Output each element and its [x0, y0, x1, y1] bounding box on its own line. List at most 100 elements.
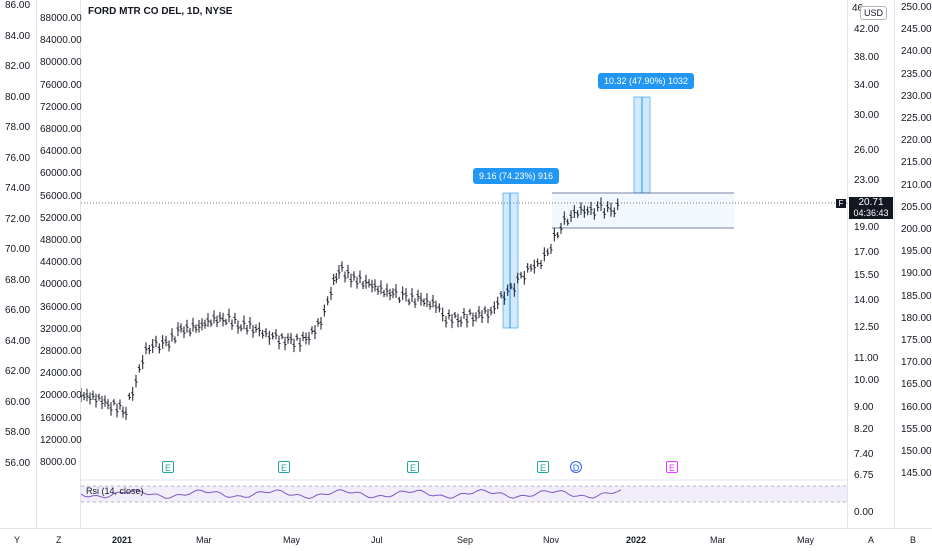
far-left-axis-tick: 78.00 — [5, 122, 31, 133]
left-axis-tick: 64000.00 — [40, 146, 82, 158]
left-axis-tick: 32000.00 — [40, 323, 82, 335]
time-tick: May — [283, 535, 301, 545]
far-left-axis-tick: 70.00 — [5, 244, 31, 255]
right-axis-tick: 240.00 — [901, 46, 932, 58]
right-axis-tick: 190.00 — [901, 268, 932, 280]
far-left-axis-tick: 84.00 — [5, 30, 31, 42]
far-left-axis-tick: 62.00 — [5, 366, 31, 377]
left-volume-axis[interactable]: 88000.00 84000.00 80000.00 76000.00 72000.00… — [36, 0, 82, 528]
right-axis-tick: 225.00 — [901, 113, 932, 124]
dividend-event-icon[interactable]: D — [570, 461, 582, 473]
right-axis-tick: 165.00 — [901, 379, 932, 391]
right-axis-tick: 195.00 — [901, 246, 932, 258]
left-axis-tick: 16000.00 — [40, 412, 82, 424]
main-axis-tick: 46 — [852, 3, 864, 14]
left-axis-tick: 84000.00 — [40, 35, 82, 47]
main-axis-tick: 10.00 — [854, 375, 880, 386]
main-axis-tick: 38.00 — [854, 52, 880, 63]
main-axis-tick: 23.00 — [854, 175, 880, 186]
far-left-axis-tick: 74.00 — [5, 183, 31, 194]
price-chart[interactable] — [81, 0, 847, 528]
right-axis-tick: 150.00 — [901, 446, 932, 457]
main-axis-tick: 14.00 — [854, 295, 880, 306]
bar-countdown: 04:36:43 — [853, 208, 889, 218]
last-price-value: 20.71 — [858, 197, 884, 208]
far-left-price-axis[interactable]: 86.00 84.00 82.00 80.00 78.00 76.00 74.00 72.00… — [0, 0, 37, 528]
left-axis-tick: 48000.00 — [40, 235, 82, 246]
main-axis-tick: 15.50 — [854, 270, 880, 281]
time-tick: May — [797, 535, 815, 545]
main-axis-tick: 7.40 — [854, 449, 874, 460]
right-axis-tick: 160.00 — [901, 401, 932, 413]
time-tick: Sep — [457, 535, 474, 545]
left-axis-tick: 44000.00 — [40, 257, 82, 269]
measurement-label-1: 9.16 (74.23%) 916 — [473, 168, 560, 184]
left-axis-tick: 68000.00 — [40, 124, 82, 135]
right-axis-tick: 155.00 — [901, 423, 932, 435]
far-left-axis-tick: 58.00 — [5, 427, 31, 438]
right-axis-tick: 180.00 — [901, 312, 932, 324]
left-axis-tick: 60000.00 — [40, 168, 82, 180]
left-axis-tick: 88000.00 — [40, 13, 82, 24]
right-axis-tick: 175.00 — [901, 335, 932, 346]
rsi-line — [81, 488, 622, 500]
ticker-tag: F — [836, 199, 846, 208]
main-axis-tick: 8.20 — [854, 424, 874, 435]
far-left-axis-tick: 68.00 — [5, 274, 31, 286]
left-axis-tick: 20000.00 — [40, 390, 82, 402]
rsi-indicator-label[interactable]: Rsi (14, close) — [86, 486, 144, 496]
right-axis-tick: 215.00 — [901, 157, 932, 169]
main-axis-tick: 12.50 — [854, 322, 880, 333]
time-tick: Jul — [371, 535, 383, 545]
far-left-axis-tick: 60.00 — [5, 396, 31, 408]
time-tick: 2022 — [626, 535, 647, 545]
right-axis-tick: 245.00 — [901, 24, 932, 36]
price-range-zone — [552, 193, 734, 228]
right-price-axis[interactable]: 250.00 245.00 240.00 235.00 230.00 225.00 220.… — [894, 0, 932, 528]
far-left-axis-tick: 82.00 — [5, 61, 31, 72]
time-axis[interactable]: Y Z 2021 Mar May Jul Sep Nov 2022 Mar Ma… — [0, 528, 932, 551]
left-axis-tick: 28000.00 — [40, 346, 82, 357]
far-left-axis-tick: 72.00 — [5, 213, 31, 225]
time-tick: Mar — [196, 535, 212, 545]
auto-scale-button[interactable]: A — [868, 535, 875, 545]
right-axis-tick: 185.00 — [901, 290, 932, 302]
chart-title: FORD MTR CO DEL, 1D, NYSE — [88, 6, 233, 17]
earnings-event-icon[interactable]: E — [537, 461, 549, 473]
left-axis-tick: 76000.00 — [40, 79, 82, 91]
time-tick: Nov — [543, 535, 560, 545]
left-axis-tick: 12000.00 — [40, 434, 82, 446]
right-axis-tick: 230.00 — [901, 90, 932, 102]
right-axis-tick: 235.00 — [901, 68, 932, 80]
time-tick: 2021 — [112, 535, 133, 545]
log-scale-button[interactable]: B — [910, 535, 917, 545]
main-axis-tick: 30.00 — [854, 110, 880, 121]
rsi-axis-tick: 0.00 — [854, 507, 874, 518]
earnings-event-icon[interactable]: E — [162, 461, 174, 473]
measurement-label-2: 10.32 (47.90%) 1032 — [598, 73, 695, 89]
main-axis-tick: 26.00 — [854, 145, 880, 156]
far-left-axis-tick: 80.00 — [5, 91, 31, 103]
left-axis-tick: 56000.00 — [40, 190, 82, 202]
main-axis-tick: 6.75 — [854, 470, 874, 481]
right-axis-tick: 170.00 — [901, 357, 932, 369]
earnings-event-icon[interactable]: E — [278, 461, 290, 473]
far-left-axis-tick: 64.00 — [5, 335, 31, 347]
currency-badge[interactable]: USD — [860, 6, 888, 20]
right-axis-tick: 205.00 — [901, 201, 932, 213]
timezone-button-y[interactable]: Y — [14, 535, 21, 545]
right-axis-tick: 250.00 — [901, 2, 932, 13]
upcoming-earnings-event-icon[interactable]: E — [666, 461, 678, 473]
main-axis-tick: 17.00 — [854, 247, 880, 258]
timezone-button-z[interactable]: Z — [56, 535, 62, 545]
main-price-axis[interactable]: 4642.0038.0034.0030.0026.0023.0021.0019.… — [847, 0, 895, 528]
left-axis-tick: 8000.00 — [40, 457, 77, 468]
main-axis-tick: 19.00 — [854, 222, 880, 233]
left-axis-tick: 80000.00 — [40, 57, 82, 69]
right-axis-tick: 220.00 — [901, 135, 932, 147]
right-axis-tick: 200.00 — [901, 224, 932, 235]
left-axis-tick: 52000.00 — [40, 212, 82, 224]
right-axis-tick: 210.00 — [901, 179, 932, 191]
time-tick: Mar — [710, 535, 726, 545]
earnings-event-icon[interactable]: E — [407, 461, 419, 473]
